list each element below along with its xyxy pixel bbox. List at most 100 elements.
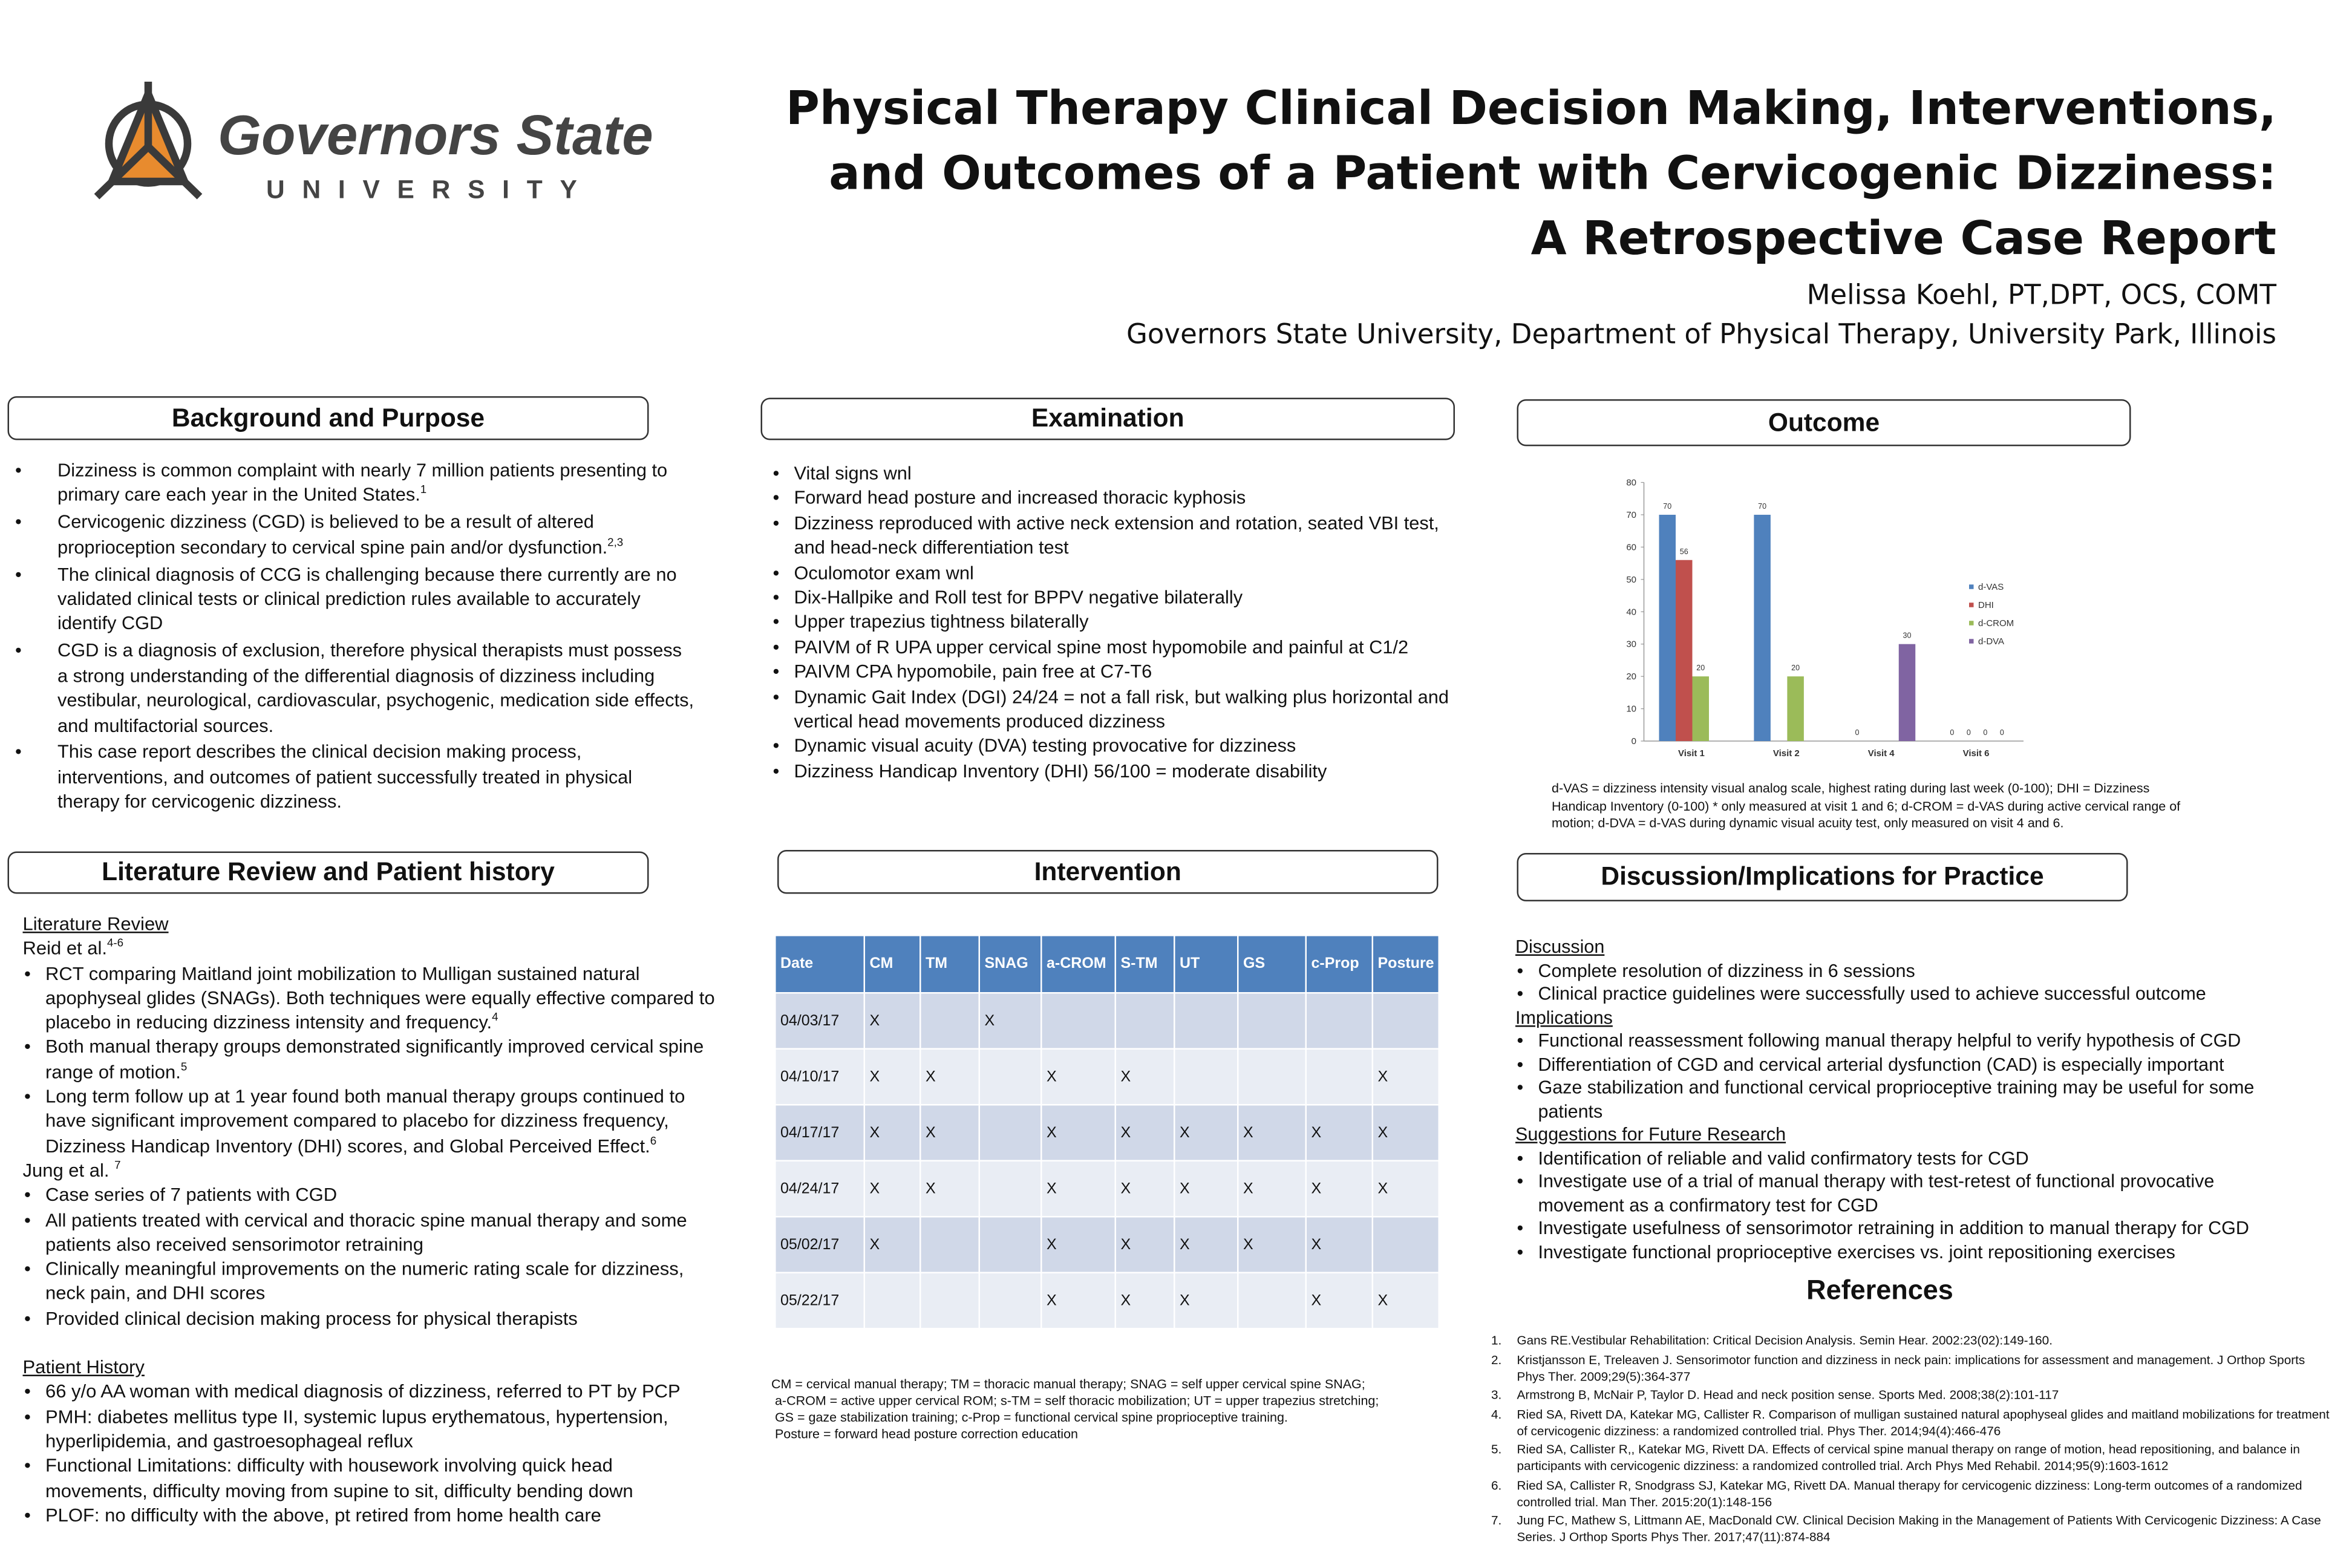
y-tick-label: 50	[1626, 575, 1636, 585]
reference-number: 3.	[1491, 1387, 1502, 1402]
note-line: a-CROM = active upper cervical ROM; s-TM…	[771, 1393, 1379, 1408]
chart: 0 10 20 30 40 50 60 70 80 Visit 1 70 56 20 Visit 2 70 2…	[1626, 478, 2024, 759]
table-header-cell: Posture	[1371, 935, 1440, 994]
table-cell	[1114, 992, 1175, 1050]
reference: 5. Ried SA, Callister R,, Katekar MG, Riv…	[1487, 1442, 2334, 1475]
bullet-item: Differentiation of CGD and cervical arte…	[1515, 1053, 2272, 1077]
legend-swatch	[1969, 621, 1974, 626]
table-cell	[1305, 992, 1373, 1050]
item-text: Clinical practice guidelines were succes…	[1538, 983, 2206, 1004]
item-text: Identification of reliable and valid con…	[1538, 1147, 2029, 1169]
table-cell	[1237, 1048, 1307, 1106]
table-row: 04/03/17 X X	[774, 992, 1440, 1050]
affiliation: Governors State University, Department o…	[1126, 319, 2276, 351]
section-heading: Intervention	[777, 850, 1439, 894]
y-tick-label: 60	[1626, 542, 1636, 552]
reference-text: Ried SA, Rivett DA, Katekar MG, Calliste…	[1517, 1405, 2330, 1438]
table-cell	[1174, 1048, 1239, 1106]
bullet-item: Investigate usefulness of sensorimotor r…	[1515, 1218, 2272, 1241]
bullet-item: Functional reassessment following manual…	[1515, 1030, 2272, 1054]
table-cell: X	[863, 1160, 921, 1218]
table-row: 04/24/17 X X X X X X X X	[774, 1160, 1440, 1218]
table-cell: X	[1305, 1216, 1373, 1273]
table-cell: X	[863, 1216, 921, 1273]
bullet-item: PMH: diabetes mellitus type II, systemic…	[23, 1405, 719, 1454]
reference-text: Ried SA, Callister R, Snodgrass SJ, Kate…	[1517, 1477, 2302, 1509]
table-header-cell: UT	[1174, 935, 1239, 994]
table-cell: 05/02/17	[774, 1216, 865, 1273]
data-label: 70	[1758, 502, 1766, 511]
bar	[1659, 514, 1676, 741]
reference-number: 7.	[1491, 1512, 1502, 1527]
item-text: Long term follow up at 1 year found both…	[45, 1086, 685, 1157]
bullet-item: RCT comparing Maitland joint mobilizatio…	[23, 961, 719, 1035]
table-cell: X	[1114, 1104, 1175, 1161]
y-tick-label: 40	[1626, 607, 1636, 617]
table-cell: X	[1371, 1104, 1440, 1161]
paragraph: Jung et al. 7	[23, 1158, 719, 1183]
section-heading: Literature Review and Patient history	[7, 851, 649, 894]
table-cell: X	[1371, 1160, 1440, 1218]
bullet-item: Oculomotor exam wnl	[771, 561, 1475, 586]
table-cell: X	[1040, 1272, 1116, 1330]
bullet-item: PLOF: no difficulty with the above, pt r…	[23, 1503, 719, 1528]
item-text: Differentiation of CGD and cervical arte…	[1538, 1053, 2224, 1075]
table-cell: X	[978, 992, 1042, 1050]
references-heading: References	[1806, 1275, 1953, 1305]
data-label: 0	[1855, 728, 1860, 737]
item-text: Investigate usefulness of sensorimotor r…	[1538, 1217, 2249, 1239]
paragraph: Reid et al.4-6	[23, 936, 719, 961]
table-cell: 04/10/17	[774, 1048, 865, 1106]
item-text: Literature Review	[22, 913, 169, 935]
bullet-item: Dizziness Handicap Inventory (DHI) 56/10…	[771, 759, 1475, 785]
reference: 1. Gans RE.Vestibular Rehabilitation: Cri…	[1487, 1333, 2334, 1350]
reference: 6. Ried SA, Callister R, Snodgrass SJ, Ka…	[1487, 1477, 2334, 1510]
table-cell: 04/24/17	[774, 1160, 865, 1218]
item-text: Functional reassessment following manual…	[1538, 1030, 2241, 1051]
table-cell: X	[1174, 1272, 1239, 1330]
table-cell: X	[1040, 1048, 1116, 1106]
references: 1. Gans RE.Vestibular Rehabilitation: Cri…	[1487, 1333, 2334, 1548]
table-cell	[1237, 992, 1307, 1050]
table-cell	[1305, 1048, 1373, 1106]
bullet-item: Vital signs wnl	[771, 462, 1475, 487]
chart-caption: d-VAS = dizziness intensity visual analo…	[1552, 780, 2181, 831]
table-cell: X	[1237, 1104, 1307, 1161]
item-text: This case report describes the clinical …	[57, 742, 633, 813]
logo-line	[145, 144, 203, 200]
item-text: PLOF: no difficulty with the above, pt r…	[45, 1504, 601, 1526]
subheading: Discussion	[1515, 936, 2272, 960]
item-text: Both manual therapy groups demonstrated …	[45, 1036, 704, 1083]
table-cell: X	[1040, 1104, 1116, 1161]
subheading: Implications	[1515, 1007, 2272, 1030]
bar	[1898, 644, 1916, 741]
reference-number: 1.	[1491, 1332, 1502, 1348]
bullet-item: All patients treated with cervical and t…	[23, 1207, 719, 1256]
bullet-item: Clinically meaningful improvements on th…	[23, 1257, 719, 1306]
table-cell: 04/17/17	[774, 1104, 865, 1161]
table-cell	[1040, 992, 1116, 1050]
reference-number: 5.	[1491, 1441, 1502, 1457]
bullet-item: Dynamic Gait Index (DGI) 24/24 = not a f…	[771, 685, 1475, 734]
citation: 6	[650, 1133, 657, 1148]
section-heading: Outcome	[1517, 399, 2131, 446]
table-header-cell: GS	[1237, 935, 1307, 994]
item-text: Cervicogenic dizziness (CGD) is believed…	[57, 511, 608, 558]
y-tick-label: 20	[1626, 671, 1636, 682]
logo-line	[94, 144, 151, 200]
legend-label: d-VAS	[1978, 582, 2004, 592]
x-tick-label: Visit 2	[1773, 748, 1800, 759]
item-text: Dizziness reproduced with active neck ex…	[794, 512, 1439, 559]
bullet-item: 66 y/o AA woman with medical diagnosis o…	[23, 1380, 719, 1405]
table-cell: X	[1114, 1272, 1175, 1330]
reference: 4. Ried SA, Rivett DA, Katekar MG, Callis…	[1487, 1406, 2334, 1439]
citation: 5	[180, 1059, 188, 1074]
table-cell: X	[1040, 1160, 1116, 1218]
author: Melissa Koehl, PT,DPT, OCS, COMT	[1806, 279, 2276, 312]
bullet-item: Functional Limitations: difficulty with …	[23, 1454, 719, 1503]
table-header-cell: Date	[774, 935, 865, 994]
logo: Governors State UNIVERSITY	[94, 82, 653, 204]
bar	[1787, 676, 1804, 741]
